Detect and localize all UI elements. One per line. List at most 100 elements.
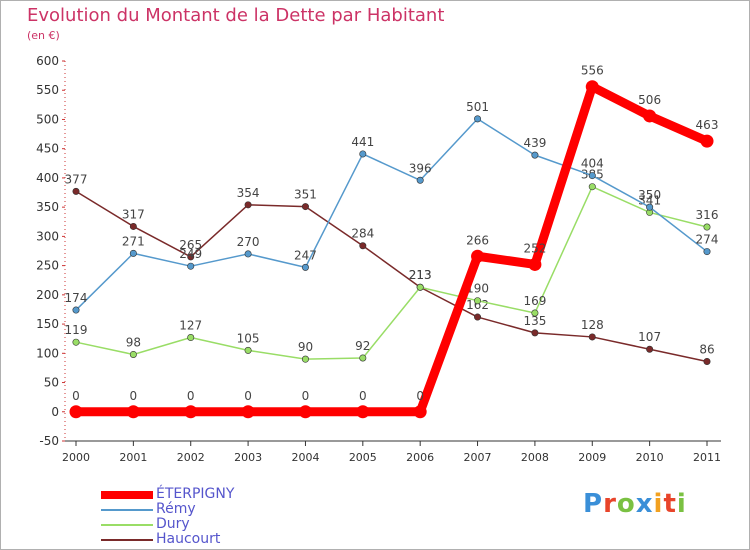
data-point-r-my — [416, 176, 424, 184]
data-point-dury — [359, 354, 367, 362]
data-label-haucourt: 265 — [179, 238, 202, 252]
data-point-haucourt — [474, 313, 482, 321]
data-label-r-my: 501 — [466, 100, 489, 114]
data-point-dury — [129, 350, 137, 358]
data-label-dury: 190 — [466, 282, 489, 296]
data-point--terpigny — [585, 80, 599, 94]
data-label-haucourt: 213 — [409, 268, 432, 282]
data-point--terpigny — [298, 405, 312, 419]
y-tick-label: -50 — [39, 434, 59, 448]
logo-letter: i — [676, 489, 687, 519]
data-label-dury: 213 — [409, 268, 432, 282]
x-tick-label: 2004 — [291, 451, 319, 464]
data-point--terpigny — [69, 405, 83, 419]
data-label-r-my: 247 — [294, 248, 317, 262]
data-label--terpigny: 556 — [581, 64, 604, 78]
y-tick-label: 250 — [36, 259, 59, 273]
x-tick-label: 2011 — [693, 451, 721, 464]
data-point--terpigny — [643, 109, 657, 123]
data-label--terpigny: 463 — [696, 118, 719, 132]
data-label-dury: 105 — [237, 331, 260, 345]
data-point-dury — [703, 223, 711, 231]
legend-swatch — [101, 523, 153, 526]
data-point-dury — [72, 338, 80, 346]
data-label-r-my: 274 — [696, 233, 719, 247]
y-tick-label: 450 — [36, 142, 59, 156]
data-label-haucourt: 284 — [351, 227, 374, 241]
x-tick-label: 2007 — [464, 451, 492, 464]
x-tick-label: 2008 — [521, 451, 549, 464]
data-label--terpigny: 252 — [523, 241, 546, 255]
data-point-r-my — [588, 172, 596, 180]
data-label-r-my: 396 — [409, 161, 432, 175]
y-tick-label: 400 — [36, 171, 59, 185]
data-label--terpigny: 0 — [72, 389, 80, 403]
logo-letter: t — [663, 489, 677, 519]
data-point-dury — [588, 183, 596, 191]
data-label-haucourt: 86 — [699, 342, 714, 356]
data-point-haucourt — [646, 345, 654, 353]
legend-label: Rémy — [156, 501, 196, 517]
series-line-haucourt — [75, 190, 708, 363]
data-point--terpigny — [700, 134, 714, 148]
data-label-dury: 90 — [298, 340, 313, 354]
data-label-r-my: 270 — [237, 235, 260, 249]
data-point-haucourt — [301, 203, 309, 211]
data-label-r-my: 174 — [65, 291, 88, 305]
data-point-haucourt — [244, 201, 252, 209]
legend-item-r-my: Rémy — [101, 502, 301, 517]
x-tick-label: 2000 — [62, 451, 90, 464]
data-point-dury — [474, 297, 482, 305]
legend-item-haucourt: Haucourt — [101, 532, 301, 547]
data-point-haucourt — [588, 333, 596, 341]
data-point--terpigny — [126, 405, 140, 419]
legend-label: Dury — [156, 516, 190, 532]
logo-letter: r — [603, 489, 617, 519]
data-label-haucourt: 351 — [294, 188, 317, 202]
data-point-dury — [416, 283, 424, 291]
data-label-haucourt: 107 — [638, 330, 661, 344]
data-point-r-my — [129, 249, 137, 257]
y-tick-label: 550 — [36, 83, 59, 97]
data-point-r-my — [646, 203, 654, 211]
chart-title: Evolution du Montant de la Dette par Hab… — [27, 5, 445, 26]
data-label-haucourt: 128 — [581, 318, 604, 332]
data-label-haucourt: 377 — [65, 172, 88, 186]
data-label--terpigny: 0 — [187, 389, 195, 403]
data-point-dury — [301, 355, 309, 363]
data-label-dury: 169 — [523, 294, 546, 308]
data-label-r-my: 271 — [122, 234, 145, 248]
data-point-r-my — [244, 250, 252, 258]
data-point-haucourt — [72, 187, 80, 195]
data-point-haucourt — [129, 222, 137, 230]
data-label-r-my: 441 — [351, 135, 374, 149]
data-label-r-my: 404 — [581, 157, 604, 171]
y-tick-label: 0 — [51, 405, 59, 419]
legend-swatch — [101, 508, 153, 511]
data-label--terpigny: 266 — [466, 233, 489, 247]
logo-letter: i — [653, 489, 664, 519]
series-line-dury — [75, 185, 708, 360]
y-tick-label: 150 — [36, 317, 59, 331]
y-tick-label: 300 — [36, 229, 59, 243]
data-label--terpigny: 0 — [130, 389, 138, 403]
x-tick-label: 2003 — [234, 451, 262, 464]
data-point-r-my — [359, 150, 367, 158]
data-label-haucourt: 354 — [237, 186, 260, 200]
data-label-r-my: 439 — [523, 136, 546, 150]
series-line-r-my — [75, 118, 708, 311]
proxiti-logo: Proxiti — [583, 489, 687, 519]
legend-item--terpigny: ÉTERPIGNY — [101, 487, 301, 502]
x-tick-label: 2005 — [349, 451, 377, 464]
legend-swatch — [101, 538, 153, 541]
data-label-dury: 92 — [355, 339, 370, 353]
chart-unit-label: (en €) — [27, 29, 60, 42]
data-point-haucourt — [531, 329, 539, 337]
logo-letter: P — [583, 489, 604, 519]
data-label--terpigny: 0 — [302, 389, 310, 403]
data-point--terpigny — [528, 257, 542, 271]
data-point-haucourt — [359, 242, 367, 250]
series-line--terpigny — [76, 82, 709, 417]
logo-letter: o — [616, 489, 636, 519]
